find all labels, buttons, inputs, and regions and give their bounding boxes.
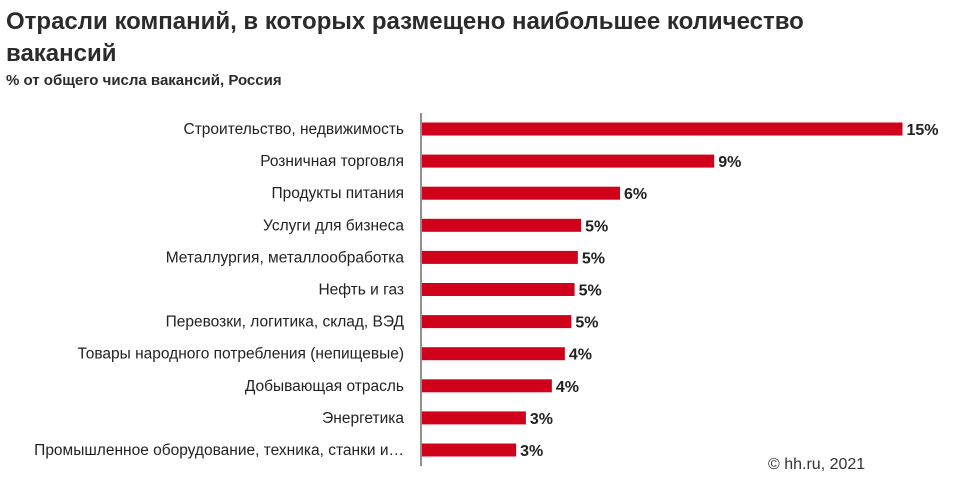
bar [422,411,526,425]
bar [422,379,552,393]
bar [422,250,578,264]
value-label: 3% [520,443,543,460]
bar [422,283,575,296]
category-label: Промышленное оборудование, техника, стан… [34,442,404,459]
category-label: Строительство, недвижимость [184,121,405,138]
category-label: Энергетика [322,410,404,427]
value-label: 5% [582,250,605,267]
category-label: Перевозки, логитика, склад, ВЭД [166,314,405,331]
category-label: Нефть и газ [318,282,404,299]
chart-title: Отрасли компаний, в которых размещено на… [6,8,804,67]
value-label: 4% [556,379,579,396]
category-label: Товары народного потребления (непищевые) [77,346,404,363]
category-label: Продукты питания [271,185,404,202]
value-label: 4% [569,347,592,364]
category-label: Металлургия, металлообработка [166,249,405,266]
category-label: Добывающая отрасль [245,378,404,395]
value-label: 3% [530,411,553,428]
value-label: 6% [624,186,647,203]
bar [422,154,715,168]
bar [422,347,565,361]
category-label: Розничная торговля [260,153,404,170]
bar [422,122,903,136]
bar [422,315,572,329]
bar [422,443,517,457]
source-credit: © hh.ru, 2021 [768,456,866,473]
value-label: 15% [907,122,939,139]
value-label: 5% [585,218,608,235]
chart-subtitle: % от общего числа вакансий, Россия [6,72,282,89]
bar [422,186,621,200]
value-label: 5% [575,315,598,332]
value-label: 5% [579,283,602,300]
category-label: Услуги для бизнеса [263,217,404,234]
value-label: 9% [718,154,741,171]
bar [422,218,582,232]
